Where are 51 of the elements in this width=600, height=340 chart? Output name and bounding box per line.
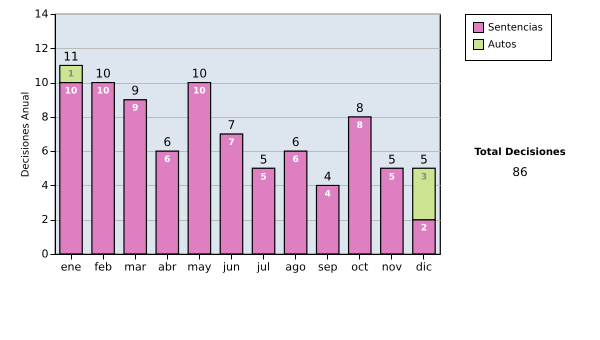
y-tick-label: 2 [42, 213, 48, 226]
total-label: 5 [420, 152, 428, 166]
x-tick-label: mar [124, 260, 147, 274]
data-label: 9 [132, 104, 138, 114]
data-label: 5 [260, 172, 267, 182]
x-tick-label: dic [416, 260, 432, 274]
data-label: 10 [64, 86, 78, 97]
text: 86 [512, 165, 528, 179]
x-tick-label: feb [94, 260, 112, 274]
x-tick-label: ago [285, 260, 306, 274]
total-label: 4 [324, 169, 332, 184]
total-label: 7 [228, 118, 236, 132]
total-label: 10 [95, 66, 111, 81]
total-label: 8 [356, 100, 364, 115]
data-label: 7 [228, 138, 235, 148]
y-tick-label: 8 [42, 110, 48, 124]
data-label: 6 [164, 155, 170, 166]
data-label: 10 [96, 86, 110, 97]
total-label: 6 [163, 135, 172, 150]
legend-label: Autos [488, 40, 516, 50]
x-tick-label: ene [60, 260, 82, 274]
total-label: 10 [192, 66, 208, 81]
x-tick-label: may [187, 260, 212, 274]
data-label: 10 [193, 86, 206, 97]
data-label: 4 [324, 189, 331, 200]
x-tick-label: oct [351, 260, 370, 274]
data-label: 8 [356, 120, 363, 131]
y-tick-label: 0 [42, 248, 48, 260]
total-label: 11 [63, 49, 79, 64]
data-label: 2 [420, 224, 428, 234]
data-label: 5 [388, 172, 396, 182]
x-tick-label: jul [256, 260, 270, 274]
total-label: 5 [260, 152, 268, 166]
data-label: 1 [68, 69, 74, 80]
x-tick-label: abr [158, 260, 177, 274]
y-axis-title: Decisiones Anual [20, 92, 32, 178]
y-tick-label: 12 [34, 42, 48, 55]
legend-label: Sentencias [488, 22, 543, 34]
data-label: 3 [420, 172, 428, 182]
y-tick-label: 10 [34, 76, 48, 90]
y-tick-label: 4 [42, 178, 48, 192]
x-tick-label: jun [222, 260, 240, 274]
text: Total Decisiones [474, 147, 566, 158]
x-tick-label: sep [318, 260, 338, 274]
y-tick-label: 6 [42, 144, 48, 158]
x-tick-label: nov [382, 260, 402, 274]
y-tick-label: 14 [34, 8, 48, 20]
total-label: 5 [388, 152, 396, 166]
total-label: 9 [131, 84, 140, 98]
data-label: 6 [292, 155, 299, 166]
total-label: 6 [292, 135, 300, 150]
